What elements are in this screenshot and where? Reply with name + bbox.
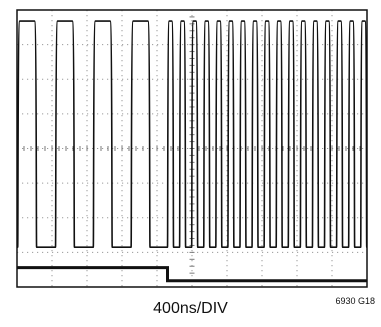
figure-id: 6930 G18 — [335, 296, 375, 306]
trace-upper-waveform — [16, 20, 368, 248]
x-axis-label: 400ns/DIV — [153, 300, 228, 317]
trace-lower-level — [17, 266, 367, 283]
plot-frame — [16, 9, 368, 288]
traces — [16, 20, 368, 283]
